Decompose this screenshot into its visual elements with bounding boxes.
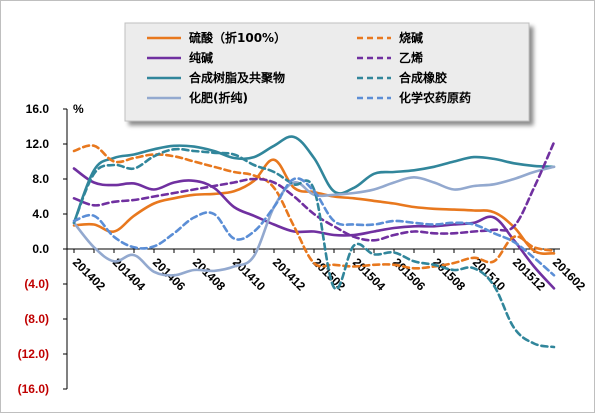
y-axis-unit-label: % [73, 102, 84, 116]
legend-label: 烧碱 [399, 30, 423, 45]
series-line-6 [72, 141, 556, 242]
y-tick-label: 8.0 [32, 172, 49, 186]
legend-label: 硫酸（折100%） [189, 30, 286, 45]
series-line-4 [72, 165, 556, 277]
x-tick-label: 201408 [190, 255, 228, 293]
y-tick-label: 12.0 [26, 137, 50, 151]
x-tick-label: 201506 [390, 255, 428, 293]
x-tick-label: 201412 [270, 255, 308, 293]
y-tick-label: (4.0) [24, 277, 49, 291]
y-tick-label: 16.0 [26, 102, 50, 116]
legend-label: 合成橡胶 [399, 70, 447, 85]
x-tick-label: 201402 [70, 255, 108, 293]
series-line-8 [72, 177, 556, 277]
y-tick-label: 0.0 [32, 242, 49, 256]
series-line-3 [72, 135, 556, 225]
series-line-5 [72, 144, 556, 270]
series-line-7 [72, 147, 556, 349]
y-tick-label: 4.0 [32, 207, 49, 221]
series-line-1 [72, 158, 556, 255]
series-lines [72, 135, 556, 349]
legend-label: 纯碱 [189, 50, 213, 65]
legend-label: 合成树脂及共聚物 [189, 70, 285, 85]
legend-label: 乙烯 [399, 50, 423, 65]
legend-box [124, 22, 530, 122]
legend-label: 化肥(折纯) [189, 90, 248, 105]
series-line-2 [72, 167, 556, 290]
y-tick-label: (12.0) [18, 347, 49, 361]
y-tick-label: (8.0) [24, 312, 49, 326]
x-tick-label: 201510 [470, 255, 508, 293]
legend-label: 化学农药原药 [399, 90, 471, 105]
x-tick-label: 201504 [350, 255, 388, 293]
x-tick-label: 201602 [550, 255, 588, 293]
y-tick-label: (16.0) [18, 382, 49, 396]
axes: 16.0 12.0 8.0 4.0 0.0 (4.0) (8.0) (12.0) (16.0) 2… [18, 102, 589, 396]
